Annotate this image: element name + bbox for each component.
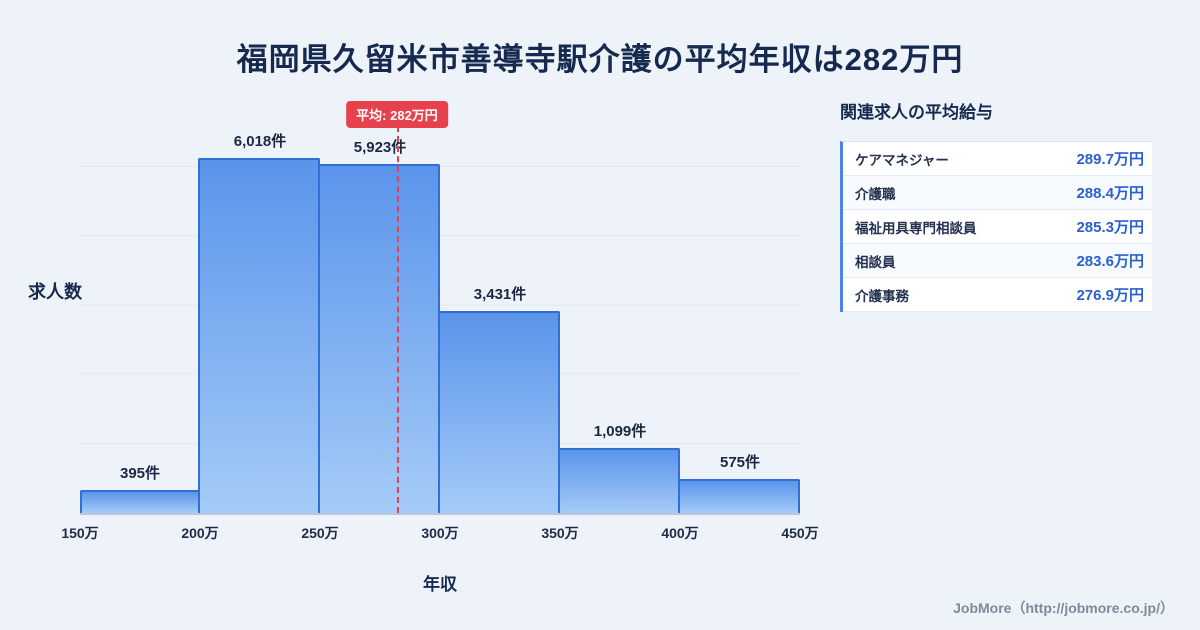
related-job-row: ケアマネジャー 289.7万円 (843, 142, 1152, 176)
x-tick-label: 300万 (421, 525, 459, 541)
job-title: 相談員 (855, 254, 896, 270)
job-title: ケアマネジャー (855, 152, 949, 168)
job-salary: 285.3万円 (1076, 219, 1144, 236)
bar-value-label: 5,923件 (353, 139, 407, 156)
x-tick-label: 400万 (661, 525, 699, 541)
x-axis-label: 年収 (423, 575, 457, 594)
bar-value-label: 395件 (119, 465, 161, 482)
x-tick-label: 250万 (301, 525, 339, 541)
average-line (397, 126, 399, 513)
x-axis-ticks: 150万 200万 250万 300万 350万 400万 450万 (61, 523, 818, 543)
bar-value-label: 575件 (719, 454, 761, 471)
average-badge: 平均: 282万円 (346, 101, 448, 128)
histogram-bar (438, 311, 560, 513)
job-title: 介護職 (855, 186, 896, 202)
bar-value-label: 6,018件 (233, 133, 287, 150)
related-jobs-panel: 関連求人の平均給与 ケアマネジャー 289.7万円介護職 288.4万円福祉用具専門… (840, 98, 1152, 312)
panel-heading: 関連求人の平均給与 (840, 103, 993, 122)
related-job-row: 介護事務 276.9万円 (843, 278, 1152, 312)
job-title: 福祉用具専門相談員 (855, 220, 977, 236)
footer-credit: JobMore（http://jobmore.co.jp/） (953, 600, 1174, 616)
histogram-plot-area: 平均: 282万円 395件 6,018件 5,923件 3,431件 1,099件 57… (80, 100, 800, 515)
related-job-row: 相談員 283.6万円 (843, 244, 1152, 278)
histogram-bar (558, 448, 680, 513)
job-salary: 288.4万円 (1076, 185, 1144, 202)
page-title: 福岡県久留米市善導寺駅介護の平均年収は282万円 (236, 42, 964, 77)
x-tick-label: 150万 (61, 525, 99, 541)
bar-value-label: 1,099件 (593, 423, 647, 440)
x-tick-label: 350万 (541, 525, 579, 541)
bar-value-label: 3,431件 (473, 286, 527, 303)
histogram-bar (318, 164, 440, 513)
related-jobs-list: ケアマネジャー 289.7万円介護職 288.4万円福祉用具専門相談員 285.3万円… (840, 141, 1152, 312)
histogram-bar (678, 479, 800, 513)
histogram-bar (80, 490, 200, 513)
job-salary: 276.9万円 (1076, 287, 1144, 304)
x-tick-label: 450万 (781, 525, 819, 541)
histogram-bar (198, 158, 320, 513)
y-axis-label: 求人数 (28, 282, 82, 302)
x-tick-label: 200万 (181, 525, 219, 541)
job-salary: 289.7万円 (1076, 151, 1144, 168)
related-job-row: 福祉用具専門相談員 285.3万円 (843, 210, 1152, 244)
job-salary: 283.6万円 (1076, 253, 1144, 270)
related-job-row: 介護職 288.4万円 (843, 176, 1152, 210)
job-title: 介護事務 (855, 288, 909, 304)
